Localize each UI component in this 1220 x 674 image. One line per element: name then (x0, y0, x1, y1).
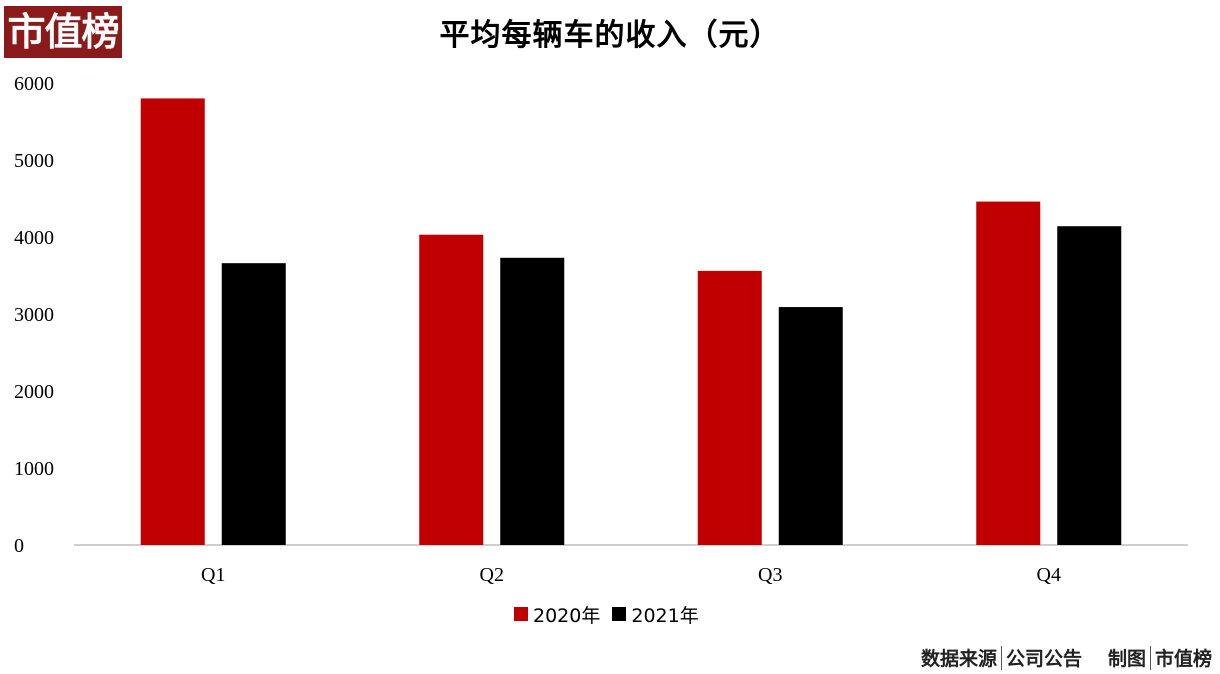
bar-q3-2021 (778, 307, 843, 545)
legend-swatch-2021 (612, 607, 627, 621)
y-tick-label: 6000 (14, 73, 54, 95)
source-value: 公司公告 (1005, 648, 1082, 670)
bar-q2-2021 (500, 257, 565, 545)
y-tick-label: 1000 (14, 458, 54, 480)
x-tick-label: Q4 (1037, 564, 1061, 586)
maker-value: 市值榜 (1154, 648, 1212, 670)
x-tick-label: Q2 (480, 564, 504, 586)
bar-q3-2020 (697, 270, 762, 545)
chart-title: 平均每辆车的收入（元） (439, 18, 781, 53)
legend-label-2020: 2020年 (533, 604, 601, 627)
legend-label-2021: 2021年 (631, 604, 699, 627)
legend: 2020年 2021年 (514, 600, 711, 628)
bar-q4-2021 (1057, 226, 1122, 545)
y-tick-label: 4000 (14, 227, 54, 249)
maker-label: 制图 (1107, 648, 1146, 670)
source-separator (1000, 645, 1002, 670)
source-label: 数据来源 (920, 648, 997, 670)
legend-item-2021: 2021年 (612, 601, 699, 628)
y-tick-label: 3000 (14, 304, 54, 326)
bar-q2-2020 (419, 234, 484, 545)
legend-item-2020: 2020年 (514, 601, 600, 628)
y-tick-label: 0 (14, 535, 24, 557)
y-tick-label: 5000 (14, 150, 54, 172)
bar-q4-2020 (976, 201, 1041, 545)
legend-swatch-2020 (514, 607, 528, 621)
bar-q1-2020 (140, 98, 205, 546)
bar-q1-2021 (221, 263, 286, 545)
bar-chart: 0 1000 2000 3000 4000 5000 6000 Q1 Q2 Q3 Q4 (14, 73, 1188, 586)
x-tick-label: Q3 (758, 564, 782, 586)
y-tick-label: 2000 (14, 381, 54, 403)
x-tick-label: Q1 (201, 564, 225, 586)
brand-logo: 市值榜 (4, 6, 122, 58)
maker-separator (1149, 645, 1151, 670)
source-note: 数据来源 公司公告 制图 市值榜 (921, 644, 1212, 671)
